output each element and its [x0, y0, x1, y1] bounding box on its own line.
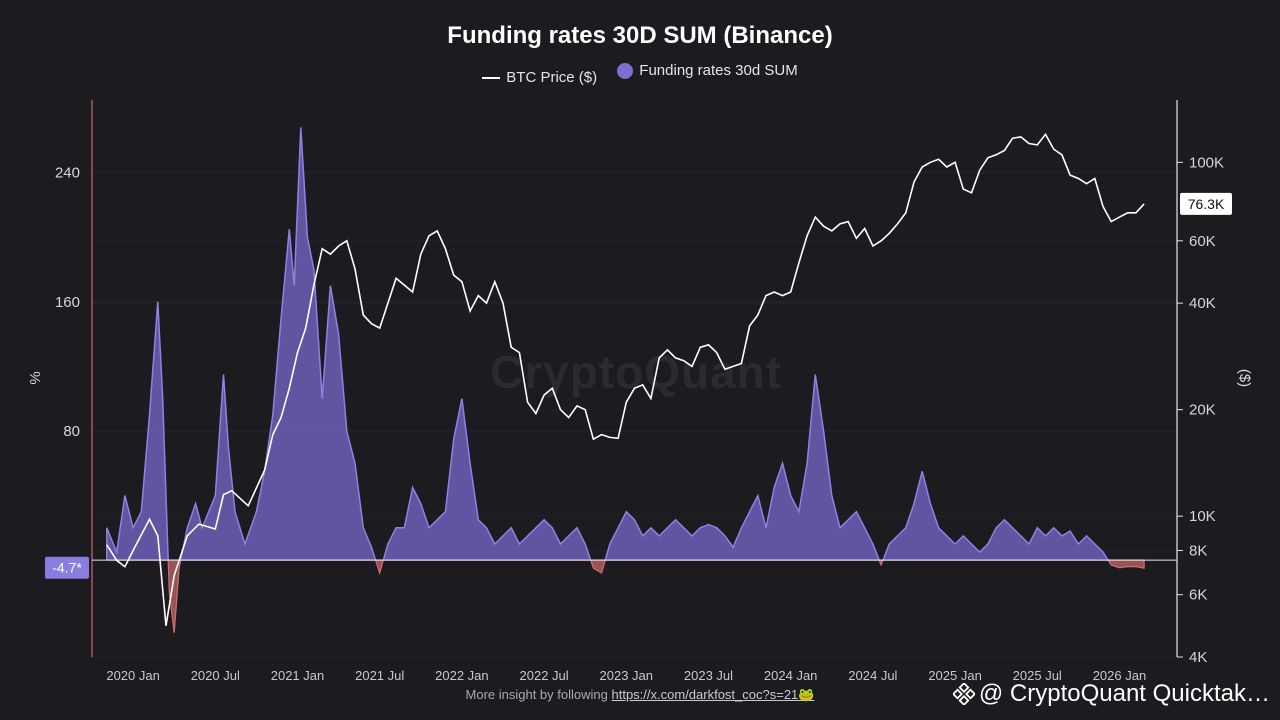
- legend-item-funding-rates[interactable]: Funding rates 30d SUM: [617, 62, 798, 79]
- right-axis-tick-label: 4K: [1189, 649, 1207, 666]
- legend-label-funding-rates: Funding rates 30d SUM: [639, 62, 798, 79]
- right-axis-tick-label: 40K: [1189, 295, 1216, 312]
- x-axis-tick-label: 2025 Jul: [1013, 668, 1062, 683]
- x-axis-tick-label: 2022 Jul: [520, 668, 569, 683]
- x-axis-tick-label: 2022 Jan: [435, 668, 489, 683]
- legend-item-btc-price[interactable]: BTC Price ($): [482, 69, 597, 86]
- x-axis-tick-label: 2021 Jan: [271, 668, 325, 683]
- right-axis-tick-label: 6K: [1189, 587, 1207, 604]
- right-axis-tick-label: 20K: [1189, 402, 1216, 419]
- right-axis-tick-label: 10K: [1189, 508, 1216, 525]
- brand-text: @ CryptoQuant Quicktak…: [978, 680, 1270, 707]
- footer-text: More insight by following: [465, 687, 608, 702]
- right-axis-tick-label: 60K: [1189, 233, 1216, 250]
- right-axis-label: ($): [1236, 369, 1253, 387]
- x-axis-tick-label: 2024 Jul: [848, 668, 897, 683]
- left-axis-label: %: [27, 371, 44, 384]
- brand-watermark: @ CryptoQuant Quicktak…: [952, 680, 1270, 708]
- chart-title: Funding rates 30D SUM (Binance): [447, 22, 833, 49]
- legend-label-btc-price: BTC Price ($): [506, 69, 598, 86]
- x-axis-tick-label: 2020 Jul: [191, 668, 240, 683]
- x-axis-tick-label: 2024 Jan: [764, 668, 818, 683]
- x-axis-tick-label: 2023 Jan: [600, 668, 654, 683]
- left-axis-tick-label: 240: [55, 165, 80, 182]
- x-axis-tick-label: 2021 Jul: [355, 668, 404, 683]
- right-axis-tick-label: 100K: [1189, 154, 1224, 171]
- chart-legend: BTC Price ($) Funding rates 30d SUM: [0, 62, 1280, 86]
- footer-link[interactable]: https://x.com/darkfost_coc?s=21🐸: [611, 687, 815, 702]
- btc-price-line: [106, 132, 1145, 626]
- x-axis-tick-label: 2025 Jan: [928, 668, 982, 683]
- right-axis-tick-label: 8K: [1189, 542, 1207, 559]
- left-axis-tick-label: 160: [55, 294, 80, 311]
- x-axis-tick-label: 2026 Jan: [1093, 668, 1147, 683]
- left-axis-tick-label: 80: [63, 423, 80, 440]
- last-funding-badge: [45, 556, 89, 579]
- legend-line-swatch: [482, 76, 501, 79]
- x-axis-tick-label: 2023 Jul: [684, 668, 733, 683]
- watermark: CryptoQuant: [490, 346, 783, 398]
- last-price-label: 76.3K: [1188, 196, 1225, 212]
- footer: More insight by following https://x.com/…: [0, 687, 1280, 703]
- last-price-badge: [1180, 192, 1232, 215]
- binance-logo-icon: [952, 683, 975, 705]
- x-axis-tick-label: 2020 Jan: [106, 668, 160, 683]
- funding-area-positive: [106, 127, 1145, 561]
- legend-dot-swatch: [617, 62, 634, 79]
- last-funding-label: -4.7*: [52, 560, 82, 576]
